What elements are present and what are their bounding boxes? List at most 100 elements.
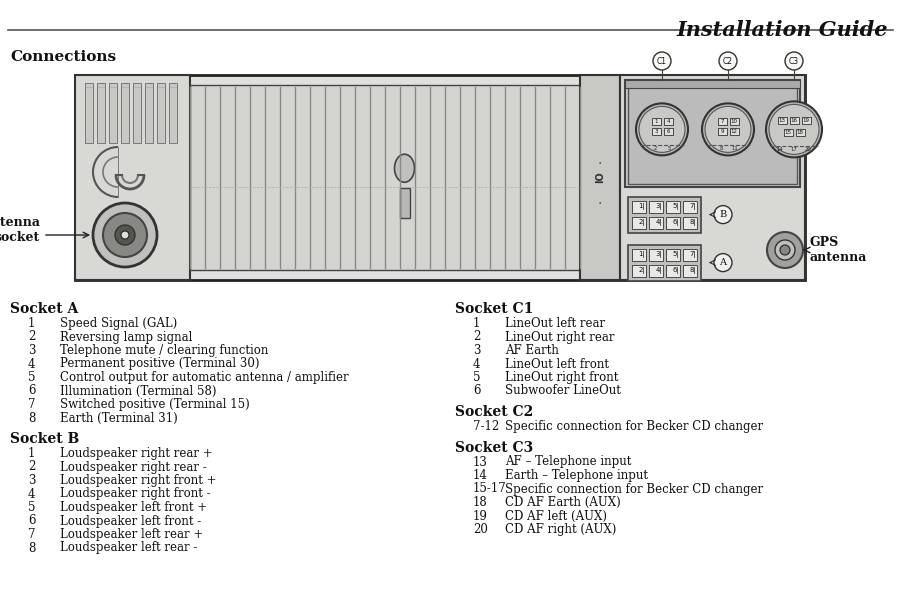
Text: Earth – Telephone input: Earth – Telephone input xyxy=(505,469,648,482)
Circle shape xyxy=(775,240,795,260)
Circle shape xyxy=(705,106,751,152)
Text: C3: C3 xyxy=(789,57,799,65)
Bar xyxy=(632,265,646,276)
Text: GPS
antenna: GPS antenna xyxy=(809,236,867,264)
Text: Control output for automatic antenna / amplifier: Control output for automatic antenna / a… xyxy=(60,371,349,384)
Text: 7: 7 xyxy=(721,119,723,124)
Text: 20: 20 xyxy=(473,523,488,536)
Text: 5: 5 xyxy=(473,371,481,384)
Bar xyxy=(651,118,660,125)
Circle shape xyxy=(766,101,822,157)
Text: 2|: 2| xyxy=(639,267,645,274)
Text: 19: 19 xyxy=(473,509,488,523)
Text: Loudspeaker left front -: Loudspeaker left front - xyxy=(60,514,201,528)
Bar xyxy=(796,129,805,135)
Bar xyxy=(109,83,117,143)
Text: 8: 8 xyxy=(28,412,35,425)
Text: Socket C2: Socket C2 xyxy=(455,405,533,419)
Bar xyxy=(784,129,793,135)
Text: 6|: 6| xyxy=(672,267,679,274)
Bar xyxy=(628,85,797,184)
Text: .: . xyxy=(598,152,603,167)
Text: AF – Telephone input: AF – Telephone input xyxy=(505,456,631,468)
Text: LineOut left front: LineOut left front xyxy=(505,357,609,370)
Text: .: . xyxy=(598,193,603,207)
Bar xyxy=(190,85,580,270)
Text: 4|: 4| xyxy=(655,267,662,274)
Text: Reversing lamp signal: Reversing lamp signal xyxy=(60,331,192,343)
Text: 6: 6 xyxy=(28,514,35,528)
Text: 5|: 5| xyxy=(672,203,679,210)
Bar xyxy=(666,249,680,260)
Text: 19: 19 xyxy=(803,118,809,123)
Text: 18: 18 xyxy=(473,496,488,509)
Text: 3|: 3| xyxy=(655,251,662,258)
Text: 4: 4 xyxy=(28,357,35,370)
Bar xyxy=(75,75,805,280)
Bar xyxy=(666,201,680,213)
Text: 3|: 3| xyxy=(655,203,662,210)
Circle shape xyxy=(767,232,803,268)
Bar xyxy=(649,217,663,229)
Text: 8: 8 xyxy=(28,542,35,554)
Bar xyxy=(97,83,105,143)
Bar xyxy=(802,118,811,124)
Circle shape xyxy=(719,52,737,70)
Bar xyxy=(683,201,697,213)
Text: 1|: 1| xyxy=(638,251,645,258)
Text: A: A xyxy=(720,258,726,267)
Text: 1|: 1| xyxy=(638,203,645,210)
Text: 4: 4 xyxy=(28,487,35,500)
Text: 2|: 2| xyxy=(639,219,645,226)
Bar xyxy=(628,245,701,281)
Text: 7: 7 xyxy=(28,528,35,541)
Text: CD AF right (AUX): CD AF right (AUX) xyxy=(505,523,616,536)
Bar xyxy=(730,129,739,135)
Text: 4|: 4| xyxy=(655,219,662,226)
Text: B: B xyxy=(720,210,727,219)
Bar xyxy=(717,129,726,135)
Bar xyxy=(649,249,663,260)
Bar xyxy=(169,83,177,143)
Text: Socket C1: Socket C1 xyxy=(455,302,533,316)
Circle shape xyxy=(714,206,732,224)
Text: 5: 5 xyxy=(28,501,35,514)
Text: CD AF left (AUX): CD AF left (AUX) xyxy=(505,509,607,523)
Text: 15: 15 xyxy=(785,130,791,135)
Text: 7: 7 xyxy=(28,398,35,411)
Text: Speed Signal (GAL): Speed Signal (GAL) xyxy=(60,317,178,330)
Text: 12: 12 xyxy=(731,129,738,134)
Text: 2: 2 xyxy=(28,331,35,343)
Text: LineOut left rear: LineOut left rear xyxy=(505,317,605,330)
Text: LineOut right rear: LineOut right rear xyxy=(505,331,614,343)
Circle shape xyxy=(636,103,688,156)
Text: 18: 18 xyxy=(796,130,804,135)
Text: 7|: 7| xyxy=(689,203,696,210)
Bar xyxy=(75,75,190,280)
Text: 8|: 8| xyxy=(689,219,696,226)
Text: 5|: 5| xyxy=(672,251,679,258)
Circle shape xyxy=(714,254,732,271)
Text: 14: 14 xyxy=(777,147,783,152)
Bar xyxy=(121,83,129,143)
Text: Subwoofer LineOut: Subwoofer LineOut xyxy=(505,384,621,398)
Circle shape xyxy=(785,52,803,70)
Text: 8: 8 xyxy=(719,146,723,151)
Text: Permanent positive (Terminal 30): Permanent positive (Terminal 30) xyxy=(60,357,260,370)
Bar xyxy=(778,118,787,124)
Text: 3: 3 xyxy=(473,344,481,357)
Text: C2: C2 xyxy=(723,57,733,65)
Text: Specific connection for Becker CD changer: Specific connection for Becker CD change… xyxy=(505,483,763,495)
Bar xyxy=(730,118,739,125)
Bar xyxy=(85,83,93,143)
Bar xyxy=(628,196,701,232)
Text: Antenna
socket: Antenna socket xyxy=(0,216,40,244)
Text: 1: 1 xyxy=(473,317,481,330)
Text: AF Earth: AF Earth xyxy=(505,344,559,357)
Circle shape xyxy=(93,203,157,267)
Text: 3: 3 xyxy=(28,344,35,357)
Text: 16: 16 xyxy=(790,118,797,123)
Text: 5: 5 xyxy=(28,371,35,384)
Text: 1: 1 xyxy=(28,317,35,330)
Text: Socket A: Socket A xyxy=(10,302,78,316)
